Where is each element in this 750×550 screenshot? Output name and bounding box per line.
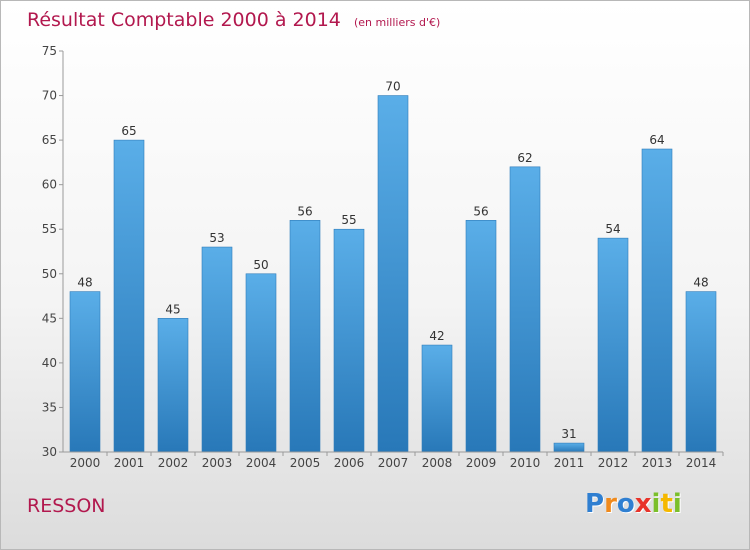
data-label-2010: 62	[517, 151, 532, 165]
x-tick-label-2009: 2009	[466, 456, 497, 470]
y-tick-label: 55	[42, 222, 57, 236]
logo-letter: r	[604, 489, 617, 519]
bar-2003	[201, 246, 233, 453]
x-tick-label-2002: 2002	[158, 456, 189, 470]
data-label-2004: 50	[253, 258, 268, 272]
y-tick-label: 60	[42, 178, 57, 192]
data-label-2008: 42	[429, 329, 444, 343]
x-tick-label-2003: 2003	[202, 456, 233, 470]
bar-2014	[685, 291, 717, 453]
x-tick-label-2008: 2008	[422, 456, 453, 470]
data-label-2011: 31	[561, 427, 576, 441]
y-tick-label: 30	[42, 445, 57, 459]
bar-2009	[465, 220, 497, 453]
bars: 48 65 45 53 50 56 55 70 42 56 62 31 54 64 48	[69, 80, 717, 453]
bar-2005	[289, 220, 321, 453]
y-tick-label: 50	[42, 267, 57, 281]
bar-2012	[597, 237, 629, 453]
y-tick-label: 35	[42, 400, 57, 414]
x-tick-label-2012: 2012	[598, 456, 629, 470]
logo-letter: i	[651, 489, 661, 519]
data-label-2009: 56	[473, 204, 488, 218]
x-tick-label-2006: 2006	[334, 456, 365, 470]
x-tick-label-2014: 2014	[686, 456, 717, 470]
y-tick-label: 75	[42, 44, 57, 58]
bar-2001	[113, 139, 145, 453]
bar-2000	[69, 291, 101, 453]
bar-2004	[245, 273, 277, 453]
bar-2013	[641, 148, 673, 453]
data-label-2003: 53	[209, 231, 224, 245]
x-tick-label-2007: 2007	[378, 456, 409, 470]
bar-2006	[333, 228, 365, 453]
data-label-2001: 65	[121, 124, 136, 138]
data-label-2005: 56	[297, 204, 312, 218]
x-tick-label-2010: 2010	[510, 456, 541, 470]
x-tick-label-2005: 2005	[290, 456, 321, 470]
bar-2010	[509, 166, 541, 453]
bar-2007	[377, 95, 409, 453]
x-axis: 2000 2001 2002 2003 2004 2005 2006 2007 2008 2009…	[63, 451, 724, 470]
data-label-2014: 48	[693, 276, 708, 290]
logo-letter: x	[634, 489, 652, 519]
y-tick-label: 40	[42, 356, 57, 370]
data-label-2006: 55	[341, 213, 356, 227]
y-tick-label: 45	[42, 311, 57, 325]
x-tick-label-2001: 2001	[114, 456, 145, 470]
commune-name: RESSON	[27, 495, 106, 517]
data-label-2007: 70	[385, 80, 400, 94]
x-tick-label-2004: 2004	[246, 456, 277, 470]
x-tick-label-2013: 2013	[642, 456, 673, 470]
title-row: Résultat Comptable 2000 à 2014 (en milli…	[27, 9, 440, 31]
data-label-2013: 64	[649, 133, 664, 147]
chart-subtitle: (en milliers d'€)	[353, 16, 441, 29]
logo-letter: P	[585, 489, 605, 519]
x-tick-label-2011: 2011	[554, 456, 585, 470]
proxiti-logo: Proxiti	[585, 489, 682, 519]
y-tick-label: 70	[42, 89, 57, 103]
bar-2002	[157, 318, 189, 453]
data-label-2000: 48	[77, 276, 92, 290]
logo-letter: o	[616, 489, 635, 519]
logo-letter: i	[672, 489, 682, 519]
chart-title: Résultat Comptable 2000 à 2014	[27, 9, 341, 31]
data-label-2012: 54	[605, 222, 620, 236]
data-label-2002: 45	[165, 302, 180, 316]
y-axis: 30 35 40 45 50 55 60 65 70 75	[42, 44, 64, 459]
y-tick-label: 65	[42, 133, 57, 147]
bar-2011	[553, 442, 585, 453]
logo-letter: t	[660, 489, 673, 519]
x-tick-label-2000: 2000	[70, 456, 101, 470]
bar-2008	[421, 344, 453, 453]
